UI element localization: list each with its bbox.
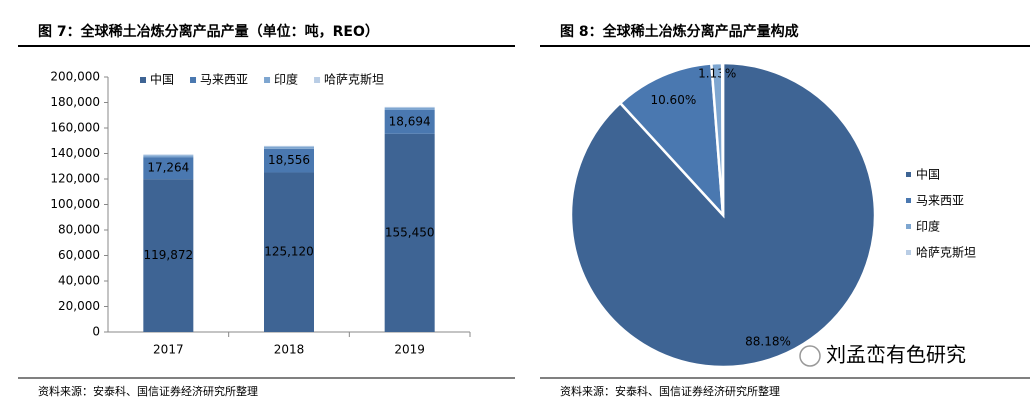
legend-swatch <box>906 172 911 177</box>
y-tick-label: 200,000 <box>50 70 100 84</box>
chart-title: 图 8：全球稀土冶炼分离产品产量构成 <box>560 23 799 40</box>
data-label: 18,556 <box>268 153 310 167</box>
legend-label: 中国 <box>150 72 174 87</box>
y-tick-label: 160,000 <box>50 121 100 135</box>
watermark: 刘孟峦有色研究 <box>826 343 966 367</box>
legend-label: 印度 <box>916 219 940 234</box>
legend-swatch <box>190 77 197 83</box>
legend-swatch <box>314 77 321 83</box>
bar-segment <box>384 109 435 134</box>
source-note: 资料来源：安泰科、国信证券经济研究所整理 <box>38 384 258 398</box>
y-tick-label: 140,000 <box>50 146 100 160</box>
data-label: 18,694 <box>389 114 431 128</box>
legend-label: 印度 <box>274 72 298 87</box>
bar-segment <box>143 154 194 156</box>
y-tick-label: 60,000 <box>58 248 100 262</box>
x-tick-label: 2017 <box>153 343 184 357</box>
bar-segment <box>143 179 194 332</box>
bar-segment <box>264 172 314 332</box>
y-tick-label: 40,000 <box>58 274 100 288</box>
pie-slice <box>720 61 725 216</box>
bar-segment <box>264 145 314 147</box>
legend-swatch <box>906 198 911 203</box>
data-label: 88.18% <box>745 335 791 349</box>
x-tick-label: 2018 <box>274 343 305 357</box>
data-label: 155,450 <box>385 225 435 239</box>
legend-label: 马来西亚 <box>200 73 248 87</box>
data-label: 1.13% <box>698 66 736 80</box>
source-note: 资料来源：安泰科、国信证券经济研究所整理 <box>560 384 780 398</box>
data-label: 10.60% <box>650 93 696 107</box>
y-tick-label: 180,000 <box>50 95 100 109</box>
y-tick-label: 120,000 <box>50 172 100 186</box>
legend-label: 马来西亚 <box>916 194 964 208</box>
y-tick-label: 80,000 <box>58 223 100 237</box>
bar-segment <box>143 157 194 180</box>
pie-slice <box>618 62 725 219</box>
data-label: 17,264 <box>147 161 189 175</box>
bar-segment <box>384 107 435 110</box>
legend-label: 中国 <box>916 167 940 182</box>
legend-swatch <box>264 77 271 83</box>
legend-swatch <box>906 250 911 255</box>
chart-title: 图 7：全球稀土冶炼分离产品产量（单位：吨，REO） <box>38 23 379 40</box>
legend-swatch <box>140 77 146 83</box>
y-tick-label: 100,000 <box>50 197 100 211</box>
bar-segment <box>384 133 435 332</box>
y-tick-label: 20,000 <box>58 299 100 313</box>
legend-label: 哈萨克斯坦 <box>916 246 976 260</box>
bar-segment <box>143 155 194 158</box>
y-tick-label: 0 <box>92 325 100 339</box>
watermark-icon <box>799 345 821 367</box>
bar-segment <box>264 148 314 173</box>
data-label: 125,120 <box>264 245 314 259</box>
x-tick-label: 2019 <box>394 343 425 357</box>
legend-label: 哈萨克斯坦 <box>324 73 384 87</box>
legend-swatch <box>906 224 911 229</box>
bar-segment <box>384 106 435 108</box>
bar-segment <box>264 146 314 149</box>
data-label: 119,872 <box>144 248 194 262</box>
